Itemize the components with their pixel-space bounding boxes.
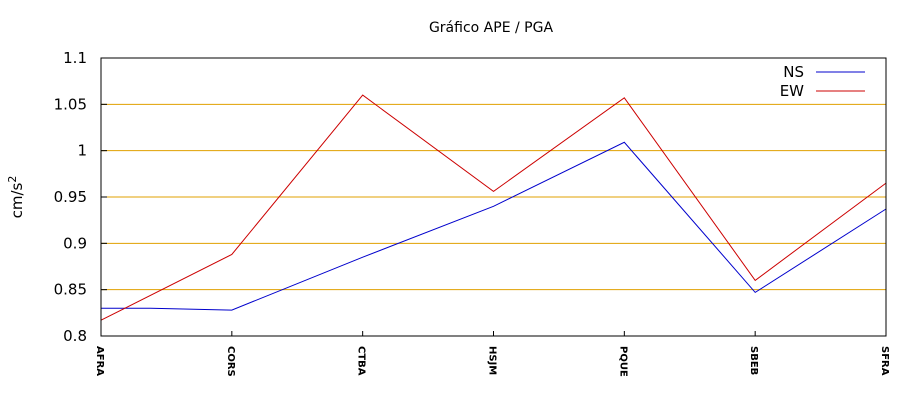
y-tick-label: 1.1 (63, 49, 87, 67)
y-tick-label: 0.9 (63, 234, 87, 252)
x-tick-label: CORS (225, 346, 236, 377)
grid (101, 103, 886, 291)
y-axis-ticks: 0.8 0.85 0.9 0.95 1 1.05 1.1 (54, 49, 107, 345)
y-tick-label: 1 (77, 142, 87, 160)
legend-label-ns: NS (783, 63, 804, 81)
series-layer (100, 94, 887, 321)
x-tick-label: PQUE (617, 346, 628, 377)
svg-text:cm/s2: cm/s2 (6, 176, 26, 219)
x-tick-label: AFRA (94, 346, 105, 376)
y-tick-label: 1.05 (54, 95, 87, 113)
x-tick-label: HSJM (487, 346, 498, 375)
x-tick-label: CTBA (356, 346, 367, 376)
y-axis-label: cm/s2 (6, 176, 26, 219)
y-tick-label: 0.95 (54, 188, 87, 206)
legend-label-ew: EW (780, 82, 804, 100)
y-axis-unit: cm/s (8, 182, 26, 218)
x-tick-label: SFRA (879, 346, 890, 376)
series-line-ns (101, 141, 887, 311)
y-tick-label: 0.8 (63, 327, 87, 345)
chart-title: Gráfico APE / PGA (429, 20, 553, 36)
y-axis-unit-exponent: 2 (6, 176, 19, 183)
x-tick-label: SBEB (748, 346, 759, 375)
series-line-ew (100, 94, 887, 321)
x-axis-ticks: AFRA CORS CTBA HSJM PQUE SBEB SFRA (94, 331, 890, 377)
y-tick-label: 0.85 (54, 281, 87, 299)
